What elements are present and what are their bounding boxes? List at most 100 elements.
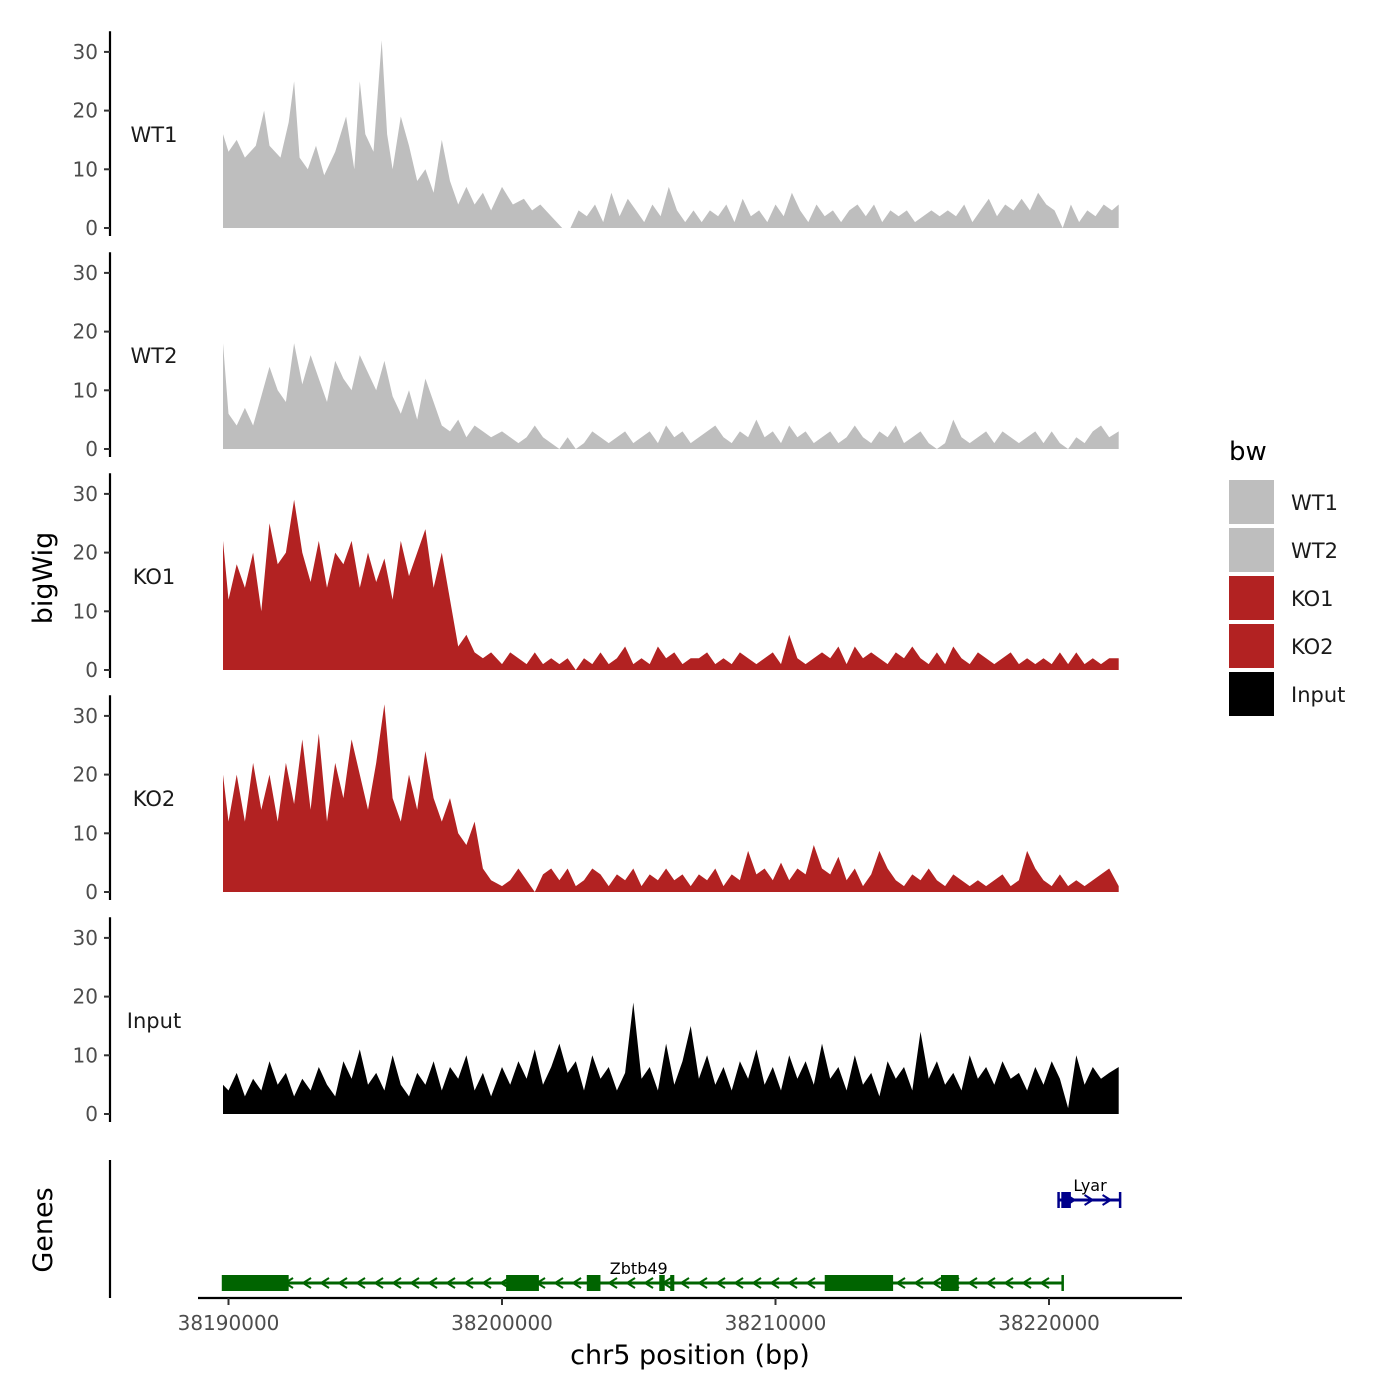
strand-arrow — [679, 1277, 690, 1289]
track-label-input: Input — [127, 1009, 181, 1033]
y-tick-label: 10 — [73, 378, 98, 402]
strand-arrow — [301, 1277, 312, 1289]
strand-arrow — [985, 1277, 996, 1289]
x-tick-label: 38220000 — [998, 1311, 1100, 1335]
gene-zbtb49: Zbtb49 — [221, 1259, 1064, 1291]
area-ko2 — [223, 704, 1119, 892]
exon — [670, 1275, 675, 1291]
coverage-tracks: 0 10 20 30 WT1 0 10 20 30 WT2 0 10 20 30 KO1 0 10 20 30 KO2… — [73, 31, 1119, 1126]
strand-arrow — [607, 1277, 618, 1289]
strand-arrow — [481, 1277, 492, 1289]
track-label-wt2: WT2 — [131, 344, 178, 368]
strand-arrow — [1102, 1194, 1113, 1206]
y-tick-label: 20 — [73, 763, 98, 787]
strand-arrow — [625, 1277, 636, 1289]
strand-arrow — [445, 1277, 456, 1289]
y-tick-label: 20 — [73, 541, 98, 565]
y-tick-label: 30 — [73, 482, 98, 506]
strand-arrow — [391, 1277, 402, 1289]
strand-arrow — [1021, 1277, 1032, 1289]
x-tick-label: 38190000 — [178, 1311, 280, 1335]
track-input: 0 10 20 30 Input — [73, 917, 1119, 1126]
y-tick-label: 10 — [73, 821, 98, 845]
legend-swatch — [1229, 480, 1274, 524]
area-ko1 — [223, 499, 1119, 670]
y-tick-label: 30 — [73, 40, 98, 64]
strand-arrow — [931, 1277, 942, 1289]
y-tick-label: 30 — [73, 261, 98, 285]
exon — [223, 1275, 289, 1291]
exon — [659, 1275, 665, 1291]
strand-arrow — [355, 1277, 366, 1289]
y-axis-title-bigwig: bigWig — [28, 532, 59, 625]
legend-label: KO2 — [1291, 635, 1334, 659]
gene-track: Zbtb49 Lyar — [108, 1160, 1122, 1298]
area-input — [223, 1002, 1119, 1114]
legend-item-ko2: KO2 — [1229, 624, 1334, 668]
track-label-ko1: KO1 — [133, 565, 176, 589]
strand-arrow — [895, 1277, 906, 1289]
strand-arrow — [373, 1277, 384, 1289]
x-axis: 38190000 38200000 38210000 38220000 — [178, 1296, 1182, 1335]
y-tick-label: 20 — [73, 99, 98, 123]
track-ko2: 0 10 20 30 KO2 — [73, 695, 1119, 904]
y-tick-label: 0 — [85, 658, 98, 682]
gene-label-lyar: Lyar — [1073, 1176, 1107, 1195]
legend-label: WT1 — [1291, 491, 1338, 515]
strand-arrow — [715, 1277, 726, 1289]
y-tick-label: 0 — [85, 880, 98, 904]
legend-label: Input — [1291, 683, 1345, 707]
legend-swatch — [1229, 528, 1274, 572]
x-axis-title: chr5 position (bp) — [570, 1340, 810, 1371]
legend-label: KO1 — [1291, 587, 1334, 611]
gene-label-zbtb49: Zbtb49 — [610, 1259, 668, 1278]
strand-arrow — [913, 1277, 924, 1289]
gene-lyar: Lyar — [1057, 1176, 1122, 1208]
strand-arrow — [769, 1277, 780, 1289]
y-tick-label: 0 — [85, 437, 98, 461]
legend-title: bw — [1229, 437, 1267, 467]
track-label-wt1: WT1 — [131, 123, 178, 147]
strand-arrow — [337, 1277, 348, 1289]
legend-label: WT2 — [1291, 539, 1338, 563]
y-tick-label: 10 — [73, 599, 98, 623]
track-wt1: 0 10 20 30 WT1 — [73, 31, 1119, 240]
strand-arrow — [1039, 1277, 1050, 1289]
y-axis-title-genes: Genes — [28, 1187, 59, 1272]
strand-arrow — [697, 1277, 708, 1289]
exon — [1061, 1192, 1071, 1208]
exon — [586, 1275, 601, 1291]
track-wt2: 0 10 20 30 WT2 — [73, 252, 1119, 461]
track-ko1: 0 10 20 30 KO1 — [73, 473, 1119, 682]
legend-swatch — [1229, 624, 1274, 668]
legend: bw WT1 WT2 KO1 KO2 Input — [1229, 437, 1345, 716]
strand-arrow — [805, 1277, 816, 1289]
strand-arrow — [967, 1277, 978, 1289]
y-tick-label: 10 — [73, 157, 98, 181]
y-tick-label: 20 — [73, 985, 98, 1009]
y-tick-label: 0 — [85, 1102, 98, 1126]
exon — [506, 1275, 539, 1291]
strand-arrow — [643, 1277, 654, 1289]
x-tick-label: 38210000 — [725, 1311, 827, 1335]
strand-arrow — [1003, 1277, 1014, 1289]
strand-arrow — [463, 1277, 474, 1289]
legend-swatch — [1229, 672, 1274, 716]
exon — [940, 1275, 959, 1291]
legend-swatch — [1229, 576, 1274, 620]
legend-item-wt1: WT1 — [1229, 480, 1338, 524]
x-tick-label: 38200000 — [451, 1311, 553, 1335]
strand-arrow — [553, 1277, 564, 1289]
legend-item-input: Input — [1229, 672, 1345, 716]
y-tick-label: 20 — [73, 320, 98, 344]
strand-arrow — [1084, 1194, 1095, 1206]
strand-arrow — [409, 1277, 420, 1289]
strand-arrow — [787, 1277, 798, 1289]
y-tick-label: 10 — [73, 1043, 98, 1067]
y-tick-label: 30 — [73, 926, 98, 950]
exon — [824, 1275, 894, 1291]
area-wt2 — [223, 343, 1119, 449]
legend-item-ko1: KO1 — [1229, 576, 1334, 620]
strand-arrow — [733, 1277, 744, 1289]
